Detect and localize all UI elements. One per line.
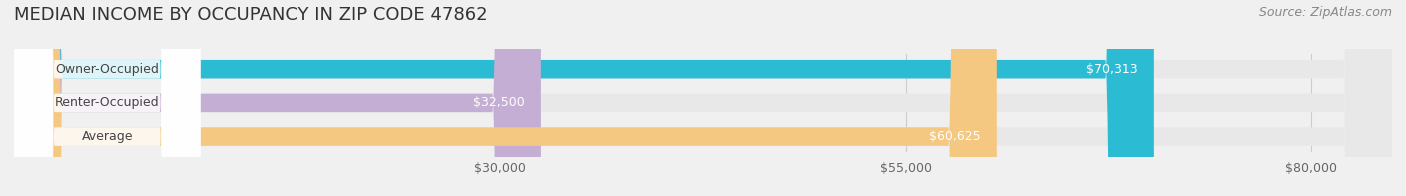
FancyBboxPatch shape [14,0,201,196]
FancyBboxPatch shape [14,0,997,196]
FancyBboxPatch shape [14,0,541,196]
FancyBboxPatch shape [14,0,201,196]
Text: MEDIAN INCOME BY OCCUPANCY IN ZIP CODE 47862: MEDIAN INCOME BY OCCUPANCY IN ZIP CODE 4… [14,6,488,24]
FancyBboxPatch shape [14,0,1392,196]
Text: Renter-Occupied: Renter-Occupied [55,96,160,109]
FancyBboxPatch shape [14,0,1392,196]
Text: $60,625: $60,625 [929,130,980,143]
Text: Average: Average [82,130,134,143]
FancyBboxPatch shape [14,0,1392,196]
FancyBboxPatch shape [14,0,1154,196]
FancyBboxPatch shape [14,0,201,196]
Text: $70,313: $70,313 [1085,63,1137,76]
Text: $32,500: $32,500 [472,96,524,109]
Text: Owner-Occupied: Owner-Occupied [55,63,159,76]
Text: Source: ZipAtlas.com: Source: ZipAtlas.com [1258,6,1392,19]
